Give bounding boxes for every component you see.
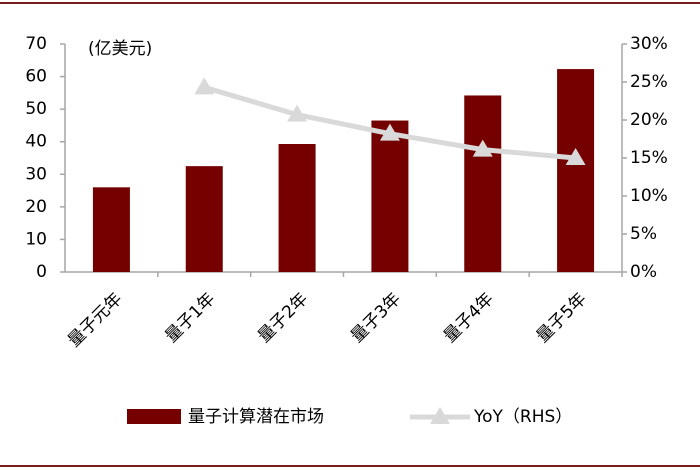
y-tick-label: 20: [25, 197, 47, 217]
y-tick-label: 70: [25, 34, 47, 54]
y2-tick-label: 20%: [630, 110, 668, 130]
line-marker: [565, 148, 586, 165]
bar: [278, 143, 316, 272]
y2-tick-label: 10%: [630, 186, 668, 206]
line-marker: [287, 104, 308, 122]
x-tick-label: 量子4年: [440, 289, 498, 347]
y2-tick-label: 30%: [630, 34, 668, 54]
y2-tick-label: 15%: [630, 148, 668, 168]
bar: [557, 69, 595, 272]
y2-tick-label: 0%: [630, 262, 657, 282]
legend-swatch: [127, 409, 181, 424]
line-marker: [472, 139, 493, 157]
line-marker: [194, 77, 215, 95]
x-tick-label: 量子5年: [533, 289, 591, 347]
bar: [92, 187, 130, 272]
y-tick-label: 0: [36, 262, 47, 282]
x-tick-label: 量子3年: [347, 289, 405, 347]
legend-label: 量子计算潜在市场: [188, 407, 324, 427]
x-tick-label: 量子2年: [254, 289, 312, 347]
bar: [371, 120, 409, 273]
legend-swatch: [430, 407, 450, 424]
line-marker: [379, 123, 400, 141]
bar: [464, 95, 502, 272]
x-tick-label: 量子元年: [64, 289, 126, 351]
y2-tick-label: 5%: [630, 224, 657, 244]
unit-annotation: (亿美元): [88, 39, 152, 59]
y-tick-label: 50: [25, 99, 47, 119]
bar: [185, 166, 223, 272]
y-tick-label: 30: [25, 164, 47, 184]
y-tick-label: 40: [25, 132, 47, 152]
y-tick-label: 60: [25, 67, 47, 87]
y-tick-label: 10: [25, 229, 47, 249]
legend-label: YoY（RHS）: [473, 407, 572, 427]
x-tick-label: 量子1年: [161, 289, 219, 347]
y2-tick-label: 25%: [630, 72, 668, 92]
